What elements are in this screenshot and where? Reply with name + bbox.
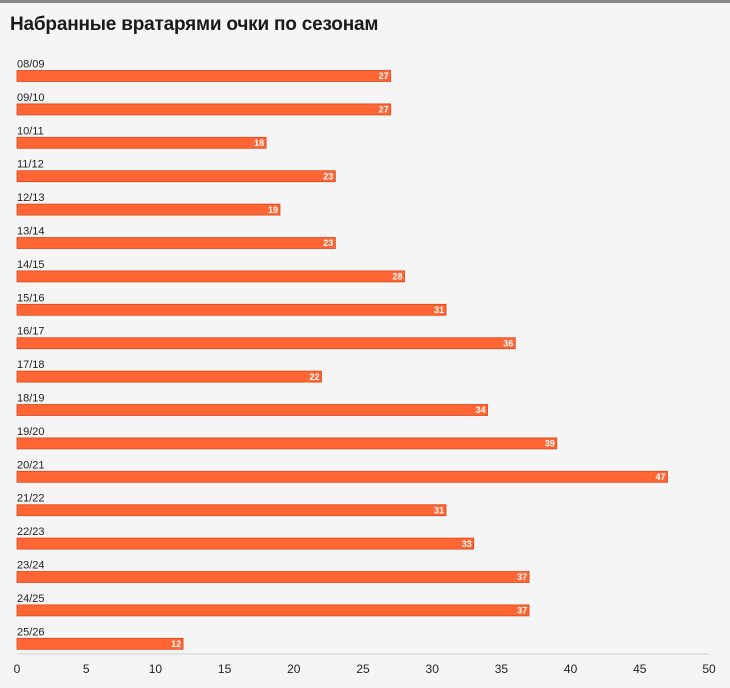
bar [16, 237, 336, 249]
category-label: 15/16 [17, 292, 45, 304]
category-label: 12/13 [17, 192, 45, 204]
x-tick-label: 0 [14, 662, 21, 676]
category-label: 19/20 [17, 426, 45, 438]
category-label: 13/14 [17, 226, 45, 238]
category-label: 14/15 [17, 259, 45, 271]
bar [16, 437, 558, 450]
chart-title: Набранные вратарями очки по сезонам [10, 14, 379, 35]
data-label: 28 [393, 272, 403, 282]
data-label: 18 [254, 138, 264, 148]
data-label: 37 [517, 572, 527, 582]
x-tick-label: 15 [218, 662, 232, 676]
category-label: 24/25 [17, 593, 45, 605]
category-label: 21/22 [17, 493, 45, 505]
data-label: 27 [379, 105, 389, 115]
bar [16, 537, 475, 550]
bar [16, 337, 516, 350]
data-label: 37 [517, 606, 527, 616]
x-tick-label: 20 [287, 662, 301, 676]
data-label: 27 [379, 71, 389, 81]
data-label: 23 [323, 171, 333, 181]
x-tick-label: 5 [83, 662, 90, 676]
bar [16, 103, 392, 116]
data-label: 22 [309, 372, 319, 382]
category-label: 20/21 [17, 459, 45, 471]
bar [16, 136, 267, 149]
bar [16, 170, 336, 183]
x-tick-label: 30 [426, 662, 440, 676]
bar [16, 470, 668, 483]
data-label: 19 [268, 205, 278, 215]
data-label: 47 [655, 472, 665, 482]
data-label: 12 [171, 639, 181, 649]
data-label: 33 [462, 539, 472, 549]
bar [16, 404, 488, 416]
category-label: 18/19 [17, 393, 45, 405]
category-label: 25/26 [17, 626, 45, 638]
bar [16, 637, 184, 650]
top-border [0, 0, 730, 3]
x-tick-label: 50 [702, 662, 716, 676]
category-label: 16/17 [17, 326, 45, 338]
category-label: 23/24 [17, 560, 45, 572]
category-label: 08/09 [17, 59, 45, 71]
data-label: 34 [476, 405, 486, 415]
data-label: 31 [434, 305, 444, 315]
x-tick-label: 25 [356, 662, 370, 676]
category-label: 10/11 [17, 125, 44, 137]
data-label: 39 [545, 439, 555, 449]
category-label: 17/18 [17, 359, 45, 371]
category-label: 11/12 [17, 159, 44, 171]
bar [16, 203, 281, 216]
bar [16, 270, 405, 283]
category-label: 22/23 [17, 526, 45, 538]
x-tick-label: 10 [149, 662, 163, 676]
data-label: 36 [503, 338, 513, 348]
bar [16, 504, 447, 517]
bar [16, 604, 530, 617]
bar [16, 370, 322, 383]
data-label: 23 [323, 238, 333, 248]
x-tick-label: 35 [495, 662, 509, 676]
data-label: 31 [434, 505, 444, 515]
x-tick-label: 45 [633, 662, 647, 676]
bar [16, 70, 392, 82]
category-label: 09/10 [17, 92, 45, 104]
bar [16, 571, 530, 583]
x-tick-label: 40 [564, 662, 578, 676]
bar [16, 303, 447, 316]
